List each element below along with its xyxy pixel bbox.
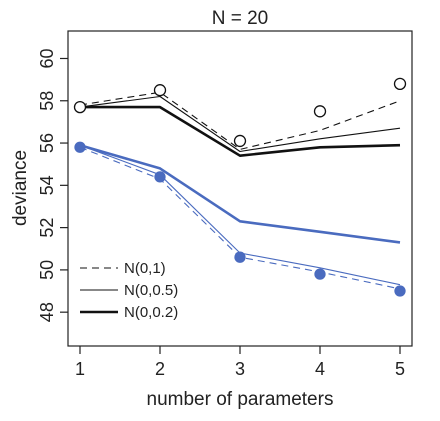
x-tick-label: 5	[395, 359, 405, 379]
train-point-point	[74, 141, 86, 153]
x-axis-title: number of parameters	[147, 389, 334, 410]
train-point-point	[234, 251, 246, 263]
test-point-point	[233, 134, 247, 148]
x-tick-label: 3	[235, 359, 245, 379]
y-tick-label: 52	[37, 218, 57, 238]
legend: N(0,1) N(0,0.5) N(0,0.2)	[80, 260, 178, 321]
test-point-point	[153, 84, 167, 97]
x-axis: 1 2 3 4 5	[75, 346, 405, 379]
chart-title: N = 20	[212, 8, 269, 29]
test-point-point	[393, 77, 407, 91]
series-line-train-n-0-0-2	[79, 143, 401, 244]
y-tick-label: 48	[37, 302, 57, 322]
test-point-point	[313, 105, 327, 118]
y-tick-label: 54	[37, 175, 57, 195]
legend-label: N(0,1)	[124, 260, 166, 277]
x-tick-label: 1	[75, 359, 85, 379]
train-point-point	[394, 285, 406, 297]
plot-frame	[67, 30, 413, 347]
series-line-test-n-0-0-2	[80, 105, 401, 157]
y-tick-label: 50	[37, 260, 57, 280]
train-point-point	[314, 268, 326, 280]
x-tick-label: 2	[155, 359, 165, 379]
y-axis: 48 50 52 54 56 58 60	[37, 48, 68, 322]
y-axis-title: deviance	[10, 150, 31, 226]
series-line-test-n-0-0-5	[79, 95, 401, 153]
y-tick-label: 60	[37, 48, 57, 68]
y-tick-label: 56	[37, 133, 57, 153]
x-tick-label: 4	[315, 359, 325, 379]
points-layer	[73, 77, 407, 297]
series-line-test-n-0-1	[79, 91, 401, 150]
legend-label: N(0,0.2)	[124, 304, 178, 321]
y-tick-label: 58	[37, 91, 57, 111]
test-point-point	[73, 100, 87, 114]
legend-label: N(0,0.5)	[124, 282, 178, 299]
train-point-point	[154, 171, 166, 183]
